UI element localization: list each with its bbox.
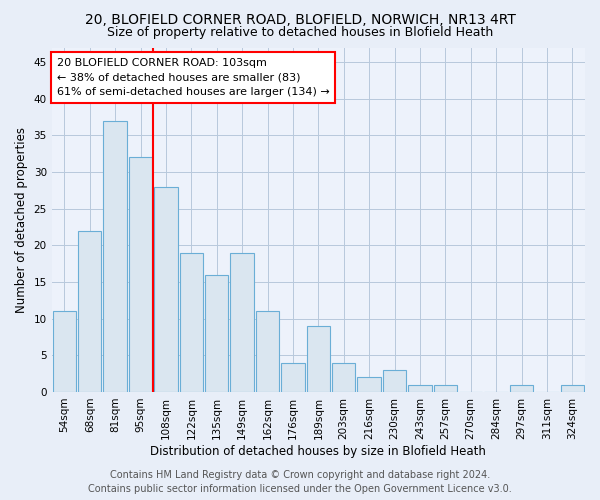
Text: Size of property relative to detached houses in Blofield Heath: Size of property relative to detached ho… bbox=[107, 26, 493, 39]
Bar bbox=[205, 274, 229, 392]
Bar bbox=[78, 230, 101, 392]
Bar bbox=[560, 384, 584, 392]
Bar bbox=[103, 121, 127, 392]
Bar bbox=[53, 312, 76, 392]
Y-axis label: Number of detached properties: Number of detached properties bbox=[15, 126, 28, 312]
Bar bbox=[230, 252, 254, 392]
Bar bbox=[154, 186, 178, 392]
Text: 20 BLOFIELD CORNER ROAD: 103sqm
← 38% of detached houses are smaller (83)
61% of: 20 BLOFIELD CORNER ROAD: 103sqm ← 38% of… bbox=[57, 58, 330, 98]
Bar bbox=[434, 384, 457, 392]
Text: Contains HM Land Registry data © Crown copyright and database right 2024.
Contai: Contains HM Land Registry data © Crown c… bbox=[88, 470, 512, 494]
Bar bbox=[358, 378, 381, 392]
Bar bbox=[256, 312, 279, 392]
Bar bbox=[281, 362, 305, 392]
Bar bbox=[307, 326, 330, 392]
Bar bbox=[408, 384, 431, 392]
X-axis label: Distribution of detached houses by size in Blofield Heath: Distribution of detached houses by size … bbox=[151, 444, 486, 458]
Bar bbox=[129, 158, 152, 392]
Text: 20, BLOFIELD CORNER ROAD, BLOFIELD, NORWICH, NR13 4RT: 20, BLOFIELD CORNER ROAD, BLOFIELD, NORW… bbox=[85, 12, 515, 26]
Bar bbox=[332, 362, 355, 392]
Bar bbox=[179, 252, 203, 392]
Bar bbox=[510, 384, 533, 392]
Bar bbox=[383, 370, 406, 392]
